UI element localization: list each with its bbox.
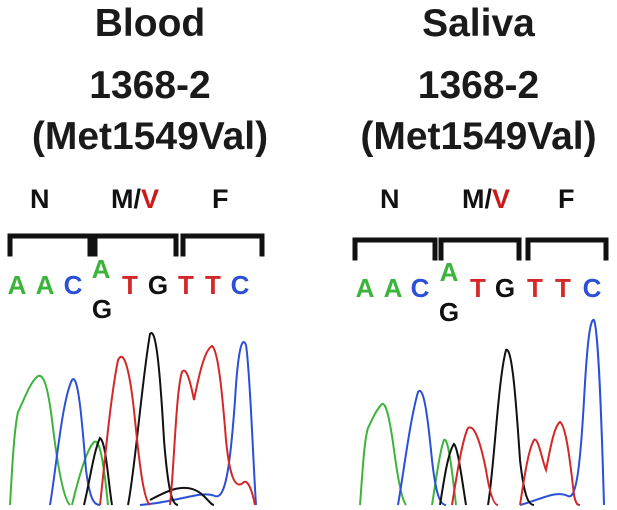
chromatogram-saliva: A A C A G T G T T C [352, 237, 609, 506]
sample-id: 1368-2 [89, 64, 211, 107]
panel-blood: Blood 1368-2 (Met1549Val) N M/V F A A C … [0, 0, 300, 510]
base-call: T [178, 270, 194, 300]
base-call: C [64, 270, 83, 300]
base-call: T [205, 270, 221, 300]
trace-red [99, 344, 256, 506]
mutation-label: (Met1549Val) [31, 115, 269, 158]
base-call: C [411, 273, 430, 303]
base-call: T [470, 273, 486, 303]
base-call-alt: A [440, 257, 459, 287]
codon-bracket-3 [525, 237, 609, 261]
amino-acid-2-variant: V [141, 184, 160, 214]
base-call-ref: G [92, 294, 112, 324]
base-call: T [527, 273, 543, 303]
base-call: A [8, 270, 27, 300]
base-call: C [583, 273, 602, 303]
mutation-label: (Met1549Val) [360, 115, 597, 158]
chromatogram-blood: A A C A G T G T T C [7, 233, 265, 506]
amino-acid-3: F [212, 184, 229, 214]
trace-blue [49, 341, 257, 506]
codon-bracket-2 [92, 233, 179, 257]
base-call: G [495, 273, 515, 303]
amino-acid-2-ref: M/ [111, 184, 141, 214]
base-call: A [384, 273, 403, 303]
panel-saliva: Saliva 1368-2 (Met1549Val) N M/V F A A C… [340, 0, 617, 510]
sample-title: Saliva [422, 2, 535, 45]
amino-acid-2-ref: M/ [462, 184, 492, 214]
base-call-ref: G [439, 297, 459, 327]
base-call: T [122, 270, 138, 300]
base-call: A [356, 273, 375, 303]
codon-bracket-1 [352, 237, 438, 261]
sample-title: Blood [94, 2, 206, 45]
amino-acid-1: N [380, 184, 400, 214]
amino-acid-1: N [30, 184, 50, 214]
codon-brackets [352, 237, 609, 261]
base-call: C [231, 270, 250, 300]
trace-red [451, 420, 581, 506]
amino-acid-2: M/V [111, 184, 159, 215]
trace-blue [397, 318, 605, 506]
sample-id: 1368-2 [417, 64, 540, 107]
base-call: T [555, 273, 571, 303]
amino-acid-2: M/V [462, 184, 510, 215]
base-call: G [148, 270, 168, 300]
amino-acid-3: F [558, 184, 575, 214]
codon-bracket-2 [438, 237, 522, 261]
codon-bracket-1 [7, 233, 93, 257]
base-call-alt: A [92, 254, 111, 284]
codon-bracket-3 [180, 233, 265, 257]
codon-brackets [7, 233, 265, 257]
base-call: A [36, 270, 55, 300]
trace-green [9, 374, 109, 506]
amino-acid-2-variant: V [492, 184, 511, 214]
